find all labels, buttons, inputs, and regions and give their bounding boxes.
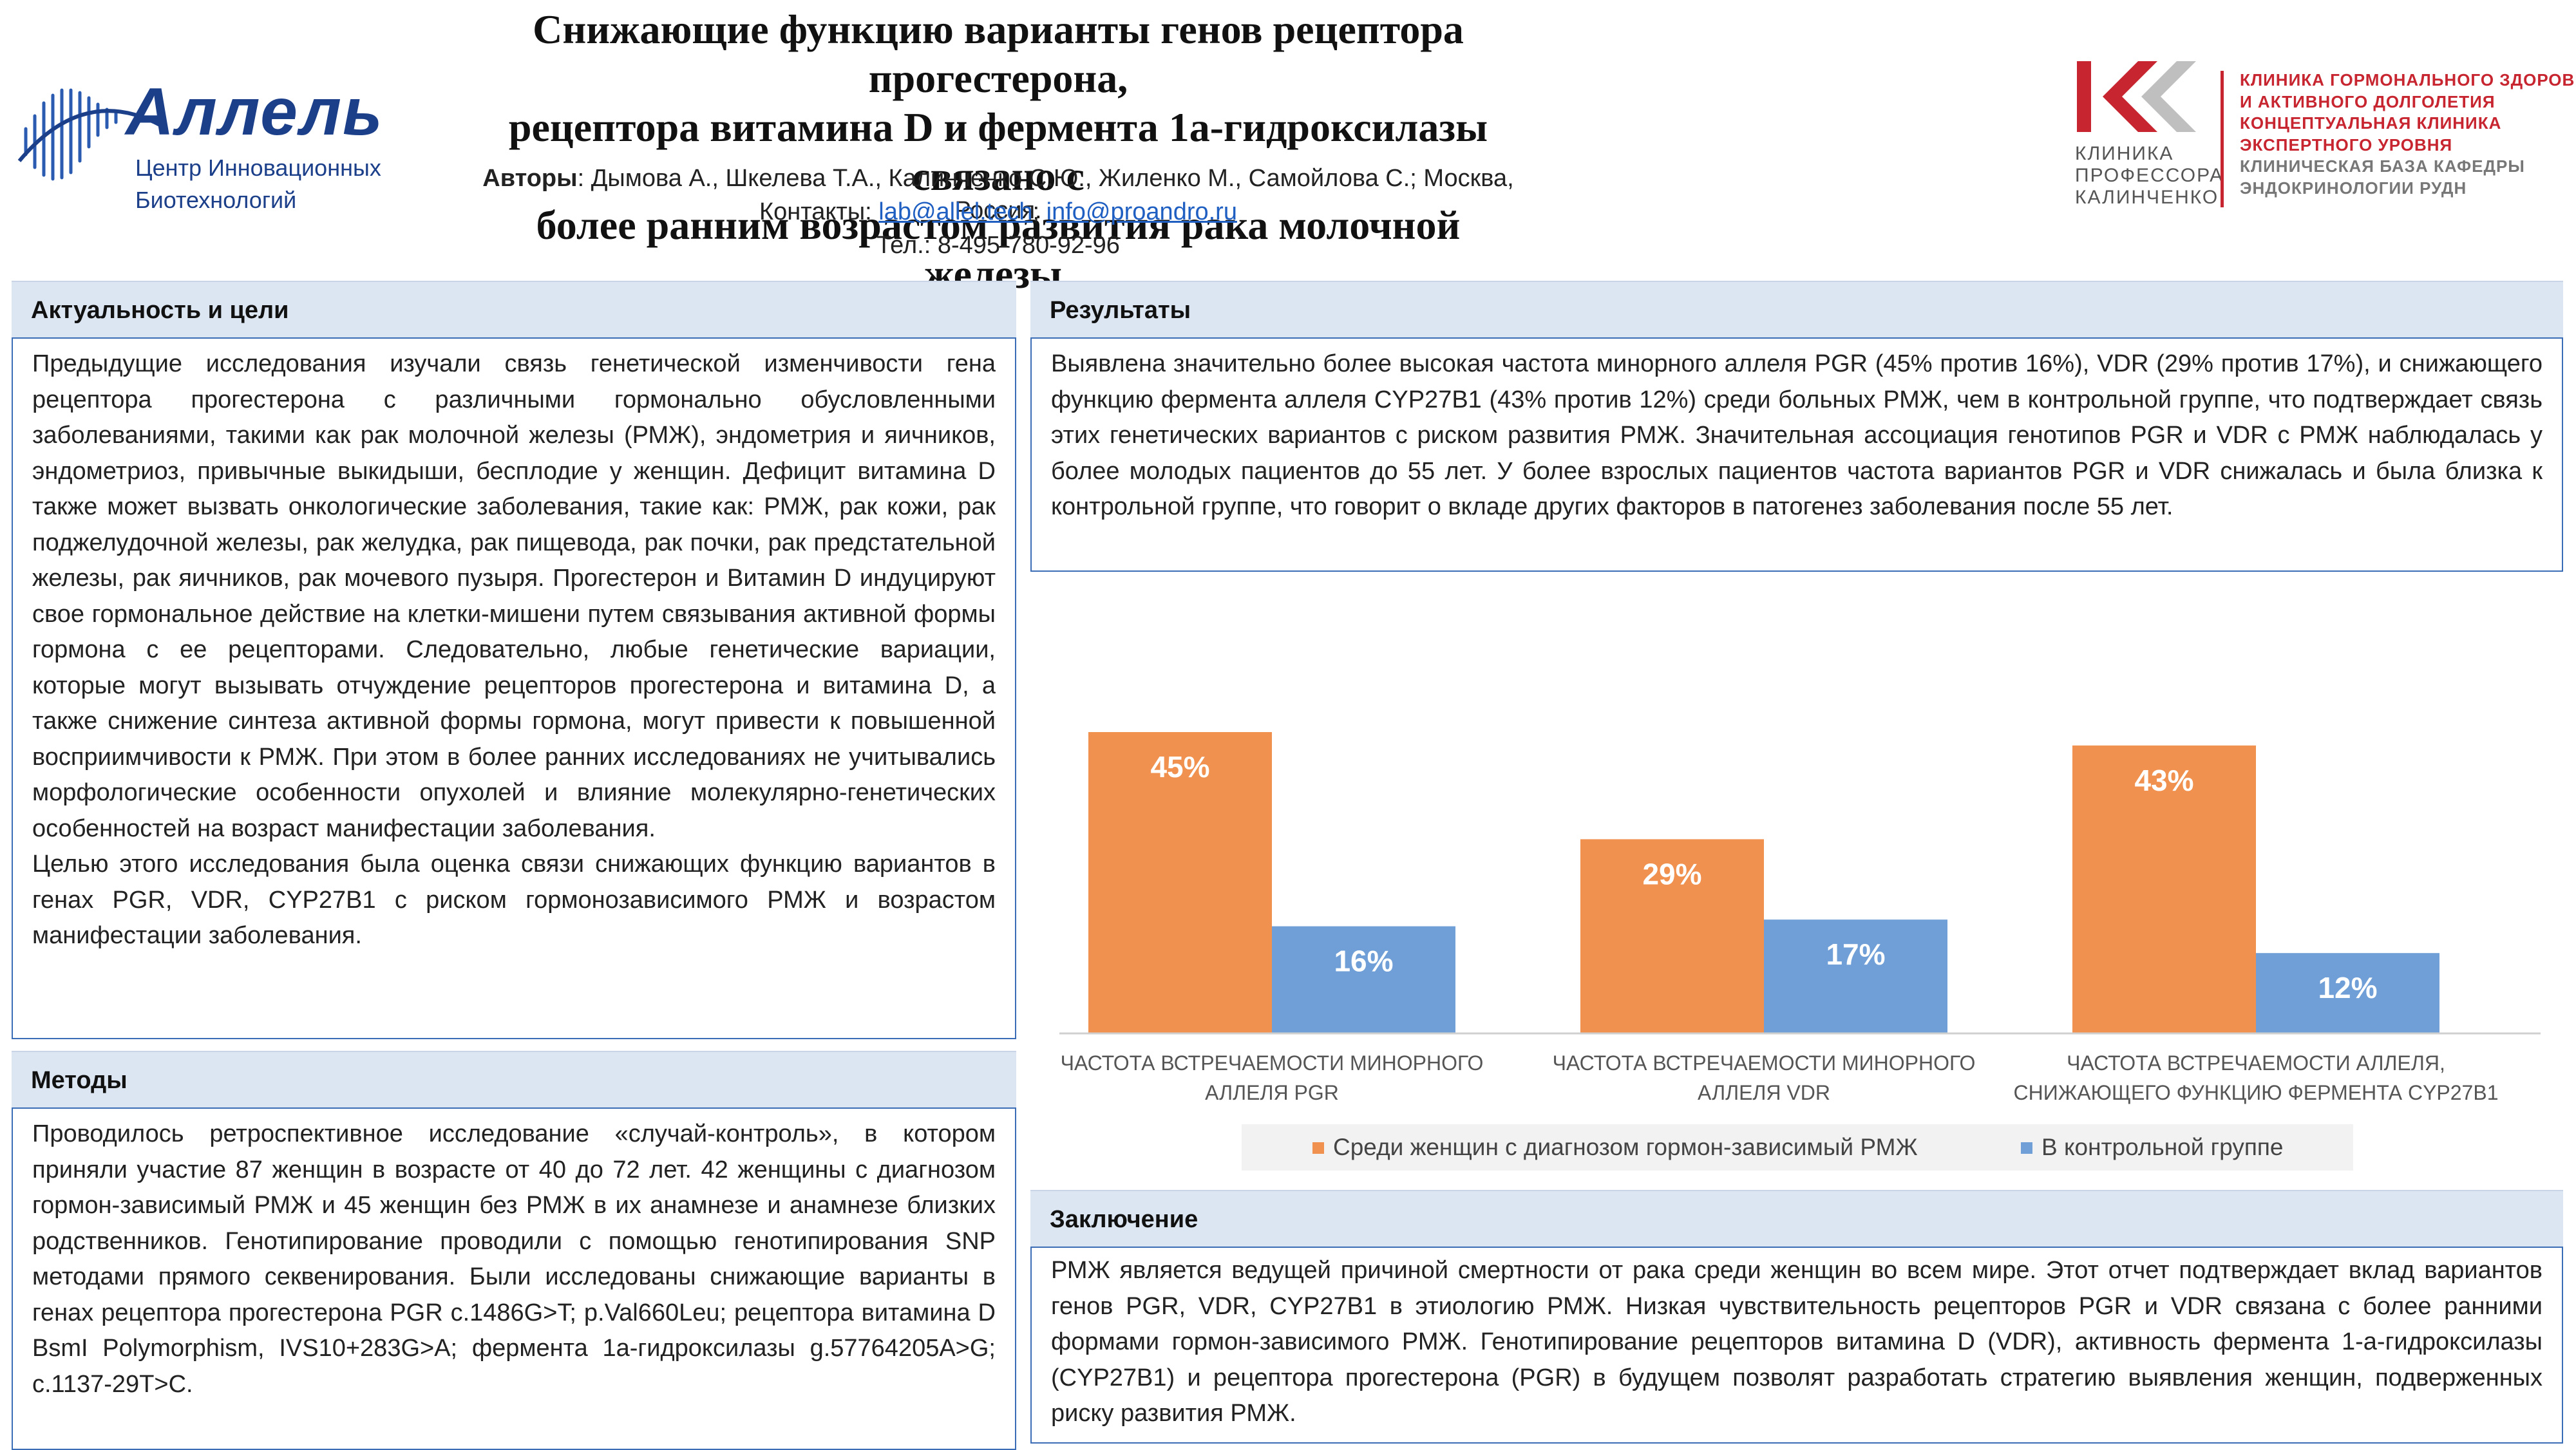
contacts-separator: ; <box>1032 198 1046 225</box>
kk-clinic-description: КЛИНИКА ГОРМОНАЛЬНОГО ЗДОРОВЬЯ И АКТИВНО… <box>2240 70 2576 199</box>
intro-text-box: Предыдущие исследования изучали связь ге… <box>12 337 1016 1039</box>
chart-legend: Среди женщин с диагнозом гормон-зависимы… <box>1242 1124 2353 1171</box>
bar-controls-2 <box>1764 919 1947 1033</box>
title-line: Снижающие функцию варианты генов рецепто… <box>533 6 1464 101</box>
category-label: ЧАСТОТА ВСТРЕЧАЕМОСТИ МИНОРНОГО <box>1553 1051 1976 1075</box>
conclusion-heading: Заключение <box>1050 1206 1198 1233</box>
kk-divider <box>2221 71 2224 207</box>
kk-logo-subtitle: КЛИНИКА ПРОФЕССОРА КАЛИНЧЕНКО <box>2075 143 2224 209</box>
category-label: АЛЛЕЛЯ PGR <box>1205 1081 1339 1104</box>
category-label: ЧАСТОТА ВСТРЕЧАЕМОСТИ МИНОРНОГО <box>1061 1051 1484 1075</box>
kk-subtitle-line: ПРОФЕССОРА <box>2075 165 2224 186</box>
bar-cases-2 <box>1580 839 1764 1033</box>
allel-subtitle-line: Центр Инновационных <box>135 155 381 181</box>
bar-controls-3 <box>2256 953 2439 1033</box>
kk-desc-line: ЭКСПЕРТНОГО УРОВНЯ <box>2240 135 2453 155</box>
kk-subtitle-line: КЛИНИКА <box>2075 143 2174 164</box>
email-link-allel[interactable]: lab@allel.tech <box>878 198 1033 225</box>
legend-label-cases: Среди женщин с диагнозом гормон-зависимы… <box>1333 1134 1918 1160</box>
phone-line: Тел.: 8-495-780-92-96 <box>876 232 1120 259</box>
kk-desc-line: И АКТИВНОГО ДОЛГОЛЕТИЯ <box>2240 91 2496 111</box>
intro-paragraph: Предыдущие исследования изучали связь ге… <box>32 350 996 842</box>
methods-text-box: Проводилось ретроспективное исследование… <box>12 1107 1016 1450</box>
conclusion-text-box: РМЖ является ведущей причиной смертности… <box>1030 1247 2563 1444</box>
legend-label-controls: В контрольной группе <box>2041 1134 2284 1160</box>
bar-cases-1 <box>1088 732 1272 1033</box>
methods-section-header: Методы <box>12 1051 1016 1109</box>
intro-heading: Актуальность и цели <box>31 297 289 324</box>
bar-data-label: 29% <box>1642 857 1701 890</box>
category-label: ЧАСТОТА ВСТРЕЧАЕМОСТИ АЛЛЕЛЯ, <box>2067 1051 2445 1075</box>
conclusion-section-header: Заключение <box>1030 1190 2563 1248</box>
contacts-line: Контакты: lab@allel.tech; info@proandro.… <box>451 196 1546 228</box>
results-section-header: Результаты <box>1030 281 2563 339</box>
kk-desc-line: ЭНДОКРИНОЛОГИИ РУДН <box>2240 178 2467 198</box>
title-line: рецептора витамина D и фермента 1а-гидро… <box>508 104 1488 199</box>
chart-svg: 45% 16% ЧАСТОТА ВСТРЕЧАЕМОСТИ МИНОРНОГО АЛЛ… <box>1059 732 2541 1104</box>
poster-title: Снижающие функцию варианты генов рецепто… <box>489 5 1507 299</box>
allel-logo-name: Аллель <box>126 75 384 149</box>
intro-section-header: Актуальность и цели <box>12 281 1016 339</box>
authors-line: Авторы: Дымова А., Шкелева Т.А., Калинче… <box>451 162 1546 227</box>
results-paragraph: Выявлена значительно более высокая часто… <box>1051 350 2543 520</box>
authors-list: : Дымова А., Шкелева Т.А., Калинченко С.… <box>577 165 1514 224</box>
authors-label: Авторы <box>482 165 578 192</box>
bar-cases-3 <box>2072 745 2256 1033</box>
results-bar-chart: 45% 16% ЧАСТОТА ВСТРЕЧАЕМОСТИ МИНОРНОГО АЛЛ… <box>1030 583 2563 1182</box>
kk-subtitle-line: КАЛИНЧЕНКО <box>2075 187 2219 208</box>
contacts-label: Контакты: <box>759 198 879 225</box>
legend-swatch-controls <box>2021 1142 2032 1154</box>
results-text-box: Выявлена значительно более высокая часто… <box>1030 337 2563 572</box>
aim-paragraph: Целью этого исследования была оценка свя… <box>32 851 996 949</box>
bar-data-label: 43% <box>2134 764 2193 797</box>
allel-logo-subtitle: Центр Инновационных Биотехнологий <box>135 152 381 216</box>
kk-desc-line: КОНЦЕПТУАЛЬНАЯ КЛИНИКА <box>2240 113 2502 133</box>
bar-controls-1 <box>1272 926 1455 1033</box>
conclusion-paragraph: РМЖ является ведущей причиной смертности… <box>1051 1257 2543 1427</box>
category-label: АЛЛЕЛЯ VDR <box>1698 1081 1830 1104</box>
kk-clinic-logo-icon <box>2077 61 2196 132</box>
kk-desc-line: КЛИНИКА ГОРМОНАЛЬНОГО ЗДОРОВЬЯ <box>2240 70 2576 89</box>
email-link-proandro[interactable]: info@proandro.ru <box>1046 198 1237 225</box>
bar-data-label: 17% <box>1826 937 1885 971</box>
bar-data-label: 45% <box>1150 750 1209 784</box>
kk-desc-line: КЛИНИЧЕСКАЯ БАЗА КАФЕДРЫ <box>2240 156 2525 176</box>
results-heading: Результаты <box>1050 297 1191 324</box>
bar-data-label: 12% <box>2318 971 2377 1004</box>
methods-paragraph: Проводилось ретроспективное исследование… <box>32 1120 996 1398</box>
methods-heading: Методы <box>31 1067 128 1094</box>
legend-swatch-cases <box>1312 1142 1324 1154</box>
allel-helix-logo-icon <box>17 88 162 181</box>
category-label: СНИЖАЮЩЕГО ФУНКЦИЮ ФЕРМЕНТА CYP27B1 <box>2014 1081 2499 1104</box>
allel-subtitle-line: Биотехнологий <box>135 187 297 213</box>
bar-data-label: 16% <box>1334 945 1393 978</box>
